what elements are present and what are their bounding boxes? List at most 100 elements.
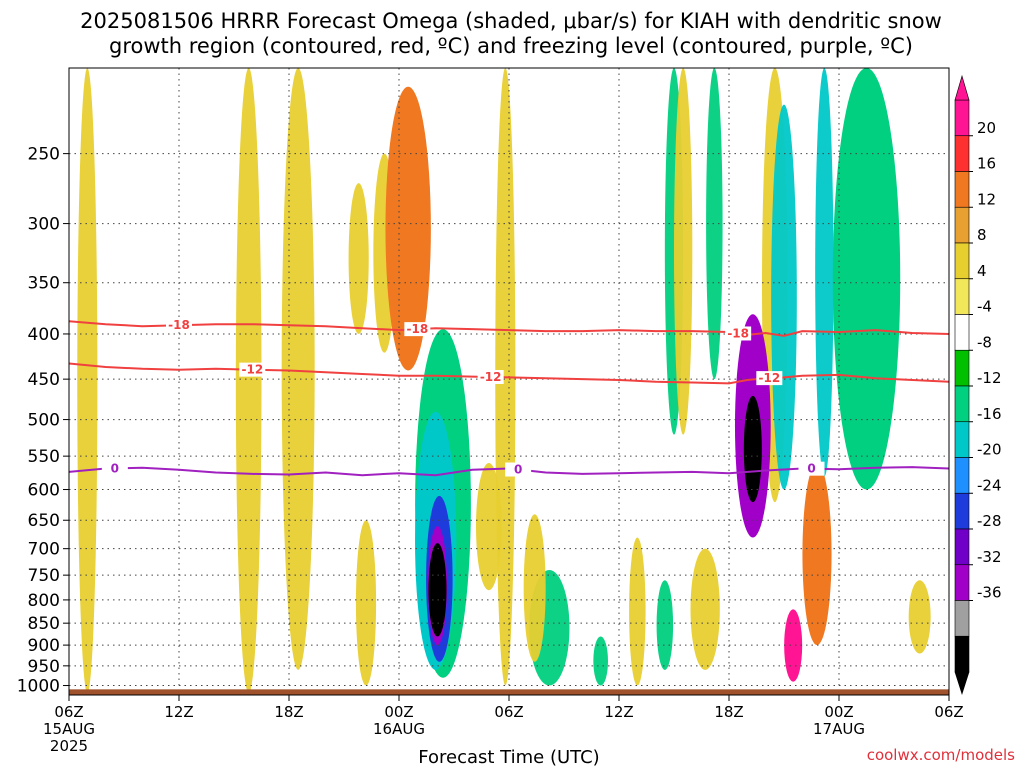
colorbar-label-3: 8 (977, 226, 987, 244)
chart-title-line1: 2025081506 HRRR Forecast Omega (shaded, … (80, 9, 942, 33)
omega-region-9 (802, 463, 832, 646)
y-axis-ticks: 2503003504004505005506006507007508008509… (17, 145, 69, 697)
y-tick-650: 650 (28, 511, 60, 531)
y-tick-550: 550 (28, 447, 60, 467)
omega-streak-17 (523, 514, 546, 662)
y-tick-900: 900 (28, 636, 60, 656)
contour-label-freezing_level_0-0: 0 (111, 461, 119, 475)
omega-streak-18 (476, 463, 502, 591)
chart-title-line2: growth region (contoured, red, ºC) and f… (109, 34, 913, 58)
x-tick-8: 06Z (934, 703, 963, 721)
omega-streak-13 (771, 104, 797, 490)
colorbar-label-5: -4 (977, 298, 992, 316)
omega-streak-8 (690, 548, 720, 670)
x-tick-7: 00Z (824, 703, 853, 721)
colorbar-label-10: -24 (977, 476, 1002, 494)
y-tick-500: 500 (28, 411, 60, 431)
x-tick-3: 00Z (384, 703, 413, 721)
y-tick-850: 850 (28, 614, 60, 634)
colorbar-label-2: 12 (977, 190, 996, 208)
omega-streak-15 (908, 580, 931, 654)
x-tick-2: 18Z (274, 703, 303, 721)
contour-label-dendritic_minus18-2: -18 (727, 326, 749, 340)
colorbar-swatch-15 (954, 635, 970, 673)
omega-region-5 (385, 86, 431, 371)
colorbar-bottom-arrow (954, 671, 970, 695)
contour-label-dendritic_minus12-1: -12 (480, 370, 502, 384)
omega-shading (77, 68, 931, 694)
colorbar-swatch-5 (954, 278, 970, 315)
colorbar-label-8: -16 (977, 405, 1002, 423)
colorbar-top-arrow (954, 74, 970, 101)
colorbar-swatch-14 (954, 600, 970, 637)
contour-label-dendritic_minus18-0: -18 (168, 318, 190, 332)
colorbar: 20 16 12 8 4 -4 -8 -12 -16 -20 -24 -28 -32 -36 (954, 74, 1002, 695)
credit-text: coolwx.com/models (867, 746, 1015, 764)
omega-streak-11 (706, 68, 723, 380)
grid-lines (69, 68, 949, 695)
colorbar-swatch-2 (954, 171, 970, 208)
contour-label-dendritic_minus18-1: -18 (406, 322, 428, 336)
omega-streak-10 (674, 68, 693, 435)
ground-bar (69, 689, 949, 695)
colorbar-swatch-4 (954, 242, 970, 280)
omega-streak-6 (629, 537, 646, 686)
omega-streak-0 (77, 68, 98, 694)
omega-region-10 (832, 68, 901, 490)
y-tick-250: 250 (28, 145, 60, 165)
x-axis-label: Forecast Time (UTC) (418, 747, 599, 768)
colorbar-label-6: -8 (977, 333, 992, 351)
x-tick-6: 18Z (714, 703, 743, 721)
colorbar-swatch-9 (954, 421, 970, 458)
contour-dendritic_minus18 (69, 320, 949, 337)
colorbar-swatch-7 (954, 349, 970, 387)
omega-streak-2 (281, 68, 315, 670)
colorbar-label-12: -32 (977, 548, 1002, 566)
x-tick-year-0: 2025 (50, 737, 88, 755)
omega-region-8 (784, 609, 803, 682)
colorbar-label-0: 20 (977, 119, 996, 137)
contour-label-freezing_level_0-2: 0 (807, 462, 815, 476)
omega-streak-1 (235, 68, 262, 694)
y-tick-400: 400 (28, 325, 60, 345)
omega-streak-14 (815, 68, 834, 477)
colorbar-swatch-8 (954, 385, 970, 423)
contour-label-freezing_level_0-1: 0 (514, 463, 522, 477)
y-tick-800: 800 (28, 591, 60, 611)
contour-label-dendritic_minus12-0: -12 (241, 363, 263, 377)
omega-streak-3 (355, 520, 377, 686)
x-tick-1: 12Z (164, 703, 193, 721)
ground-fill (69, 689, 949, 695)
colorbar-label-4: 4 (977, 262, 987, 280)
x-tick-4: 06Z (494, 703, 523, 721)
omega-streak-20 (348, 183, 369, 334)
y-tick-1000: 1000 (17, 677, 60, 697)
colorbar-swatch-3 (954, 206, 970, 244)
contour-lines: -18 -18 -18 -12 -12 -12 0 0 0 (69, 318, 949, 477)
omega-region-7 (743, 395, 762, 503)
y-tick-600: 600 (28, 481, 60, 501)
colorbar-label-7: -12 (977, 369, 1002, 387)
x-tick-0: 06Z (54, 703, 83, 721)
y-tick-700: 700 (28, 540, 60, 560)
x-tick-date-0: 15AUG (43, 720, 95, 738)
colorbar-label-9: -20 (977, 441, 1002, 459)
x-tick-date-7: 17AUG (813, 720, 865, 738)
colorbar-swatch-11 (954, 492, 970, 530)
contour-dendritic_minus12 (69, 362, 949, 385)
colorbar-swatch-6 (954, 314, 970, 351)
colorbar-label-13: -36 (977, 584, 1002, 602)
colorbar-swatch-12 (954, 528, 970, 566)
omega-streak-5 (593, 636, 609, 686)
colorbar-swatch-13 (954, 564, 970, 601)
x-tick-5: 12Z (604, 703, 633, 721)
y-tick-750: 750 (28, 566, 60, 586)
y-tick-350: 350 (28, 274, 60, 294)
x-tick-date-3: 16AUG (373, 720, 425, 738)
y-tick-450: 450 (28, 370, 60, 390)
colorbar-swatch-10 (954, 457, 970, 494)
y-tick-950: 950 (28, 657, 60, 677)
colorbar-swatch-1 (954, 135, 970, 172)
